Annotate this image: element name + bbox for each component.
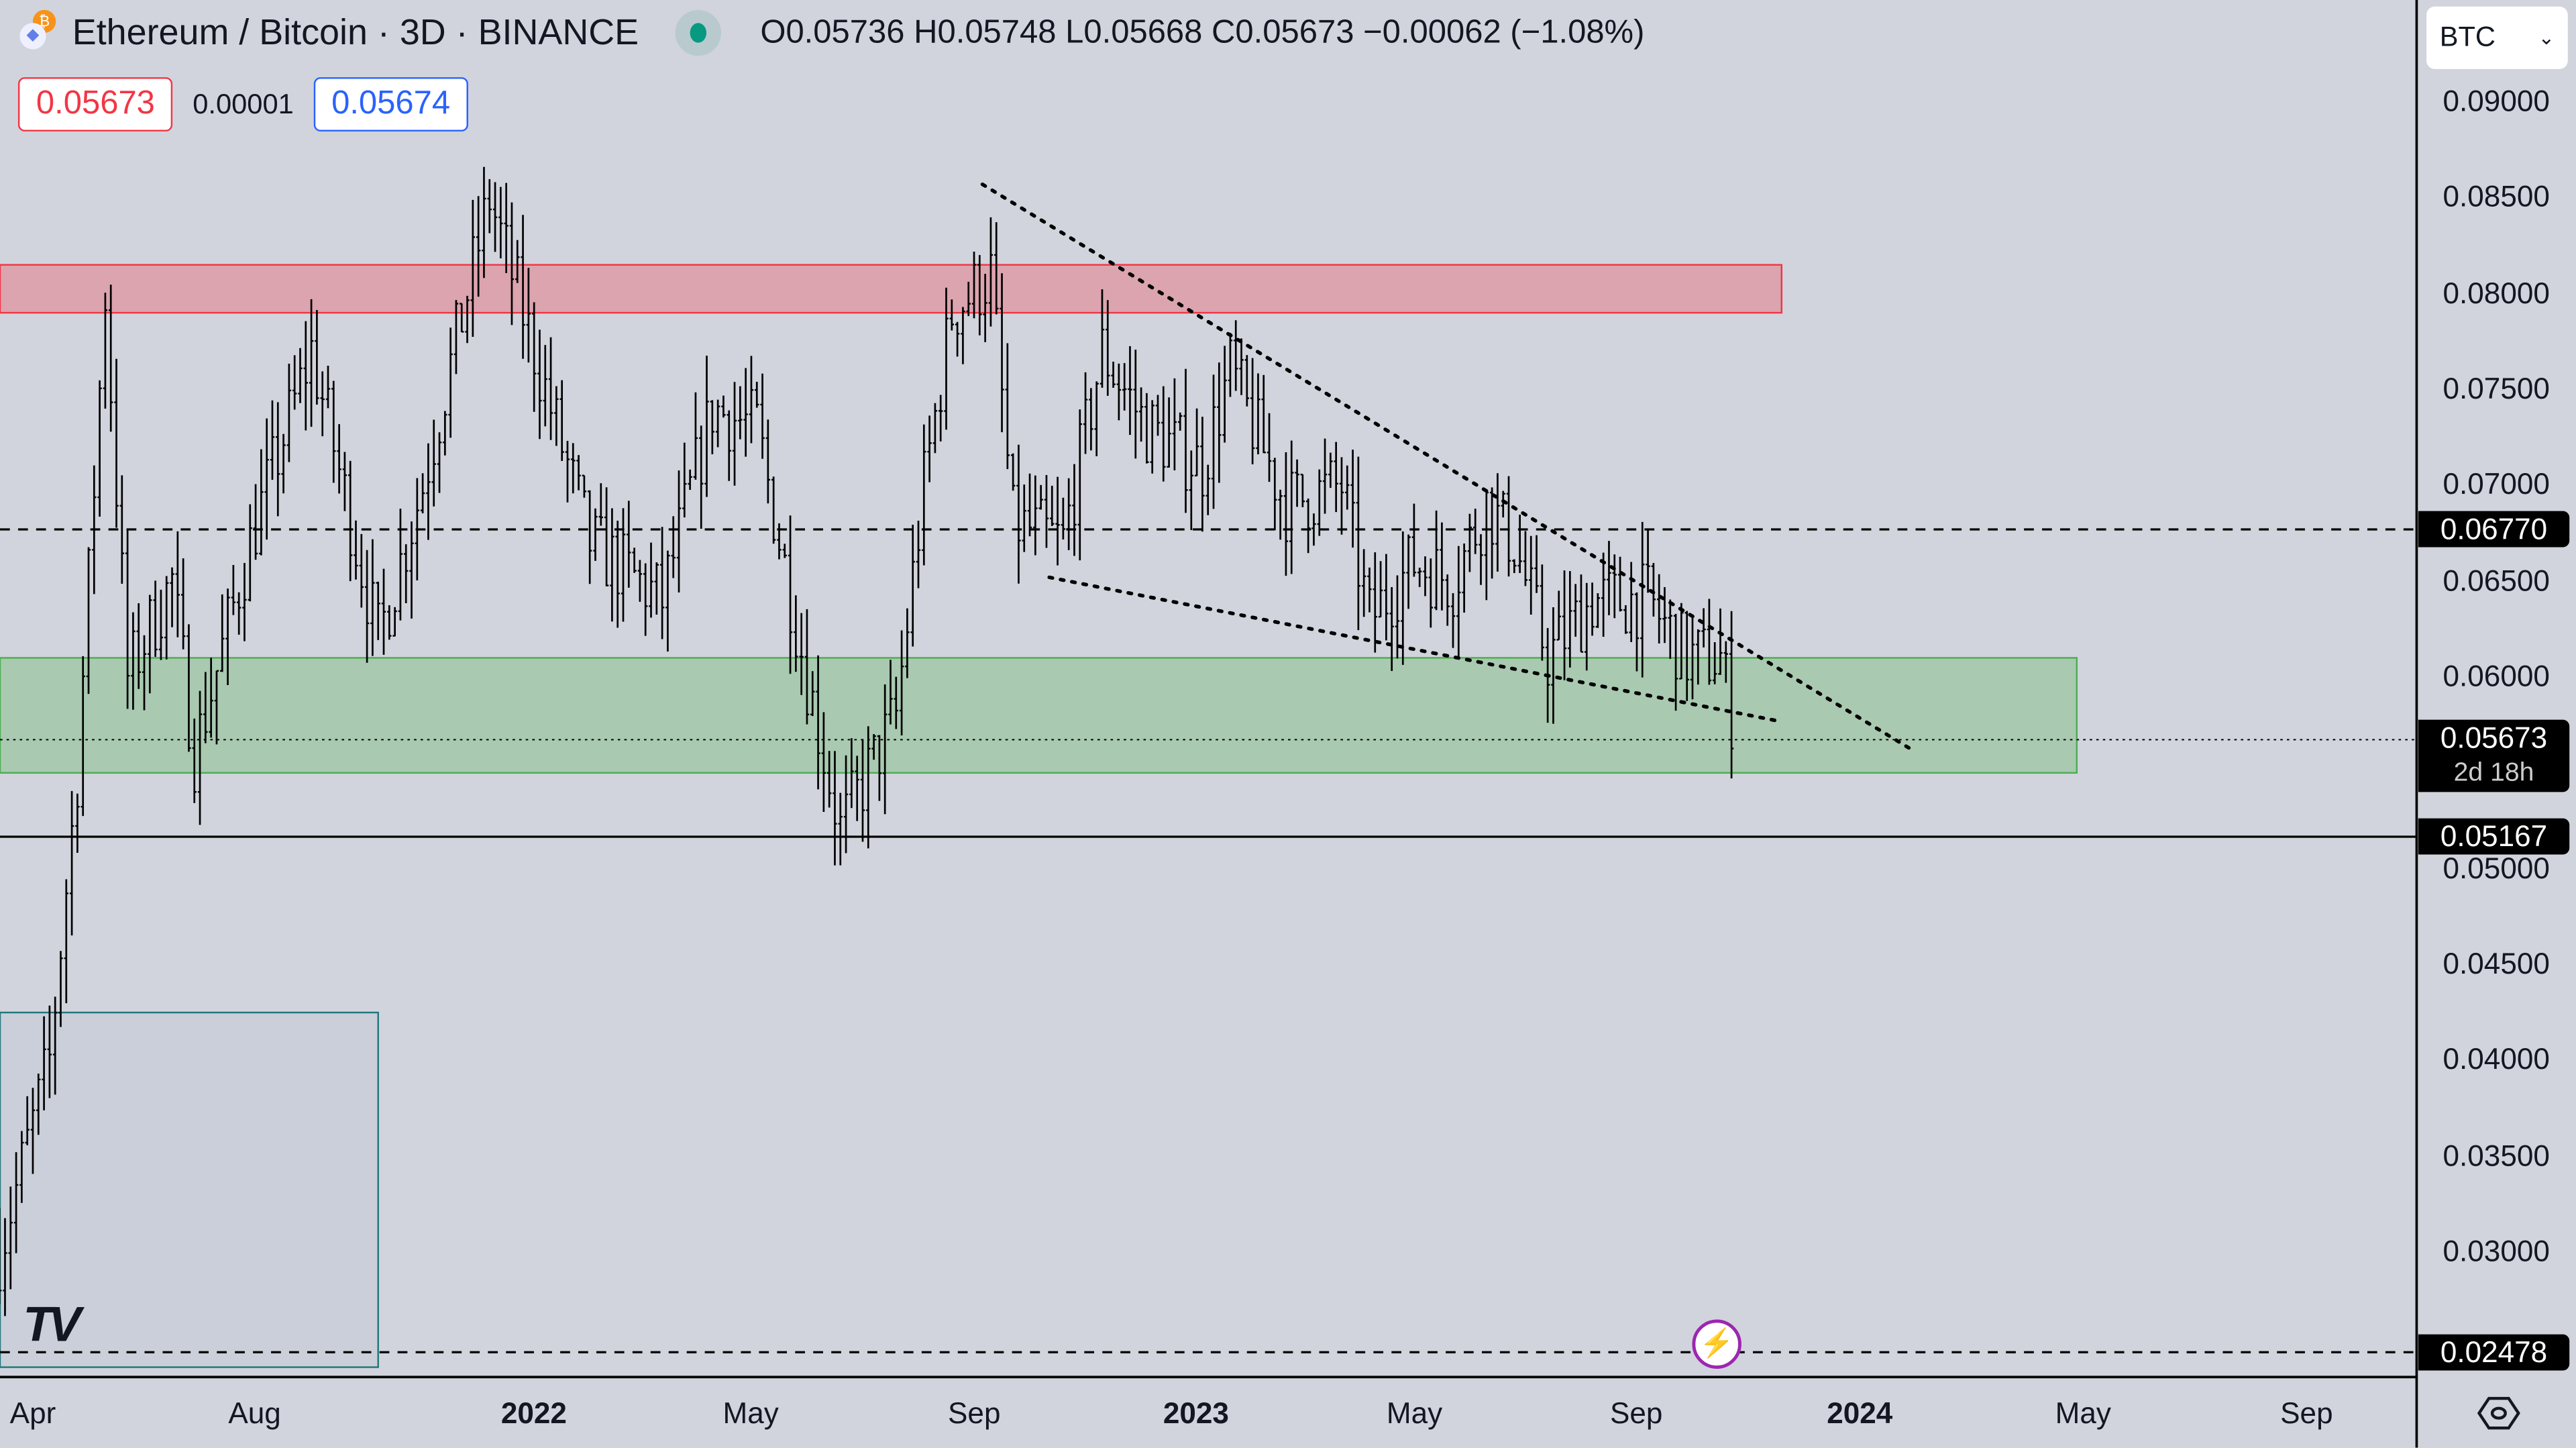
trend-line — [1047, 575, 1781, 723]
bar-countdown: 2d 18h — [2453, 759, 2534, 788]
time-label: Aug — [228, 1396, 281, 1430]
symbol-title[interactable]: Ethereum / Bitcoin · 3D · BINANCE — [72, 11, 639, 53]
price-tag: 0.06770 — [2418, 511, 2570, 548]
support-zone — [0, 657, 2078, 774]
price-label: 0.03500 — [2443, 1139, 2550, 1172]
spread-value: 0.00001 — [193, 88, 294, 119]
time-label: Sep — [2280, 1396, 2333, 1430]
trade-panel: 0.05673 0.00001 0.05674 — [17, 77, 469, 132]
price-label: 0.08000 — [2443, 276, 2550, 309]
price-label: 0.03000 — [2443, 1235, 2550, 1268]
time-label: 2022 — [500, 1396, 567, 1430]
tradingview-logo[interactable]: TV — [23, 1298, 81, 1353]
currency-select[interactable]: BTC ⌄ — [2426, 6, 2568, 69]
price-tag-value: 0.05167 — [2440, 820, 2548, 854]
time-label: May — [2055, 1396, 2111, 1430]
price-tag-value: 0.05673 — [2440, 721, 2548, 755]
time-label: Sep — [1609, 1396, 1663, 1430]
time-label: Apr — [9, 1396, 56, 1430]
resistance-zone — [0, 264, 1783, 314]
ohlc-values: O0.05736 H0.05748 L0.05668 C0.05673 −0.0… — [760, 13, 1645, 50]
time-label: 2024 — [1827, 1396, 1893, 1430]
symbol-header: ₿ ◆ Ethereum / Bitcoin · 3D · BINANCE O0.… — [19, 9, 1645, 56]
price-label: 0.06000 — [2443, 660, 2550, 693]
time-label: 2023 — [1163, 1396, 1229, 1430]
currency-value: BTC — [2439, 21, 2496, 53]
eth-btc-coin-icon: ₿ ◆ — [19, 9, 59, 56]
price-label: 0.06500 — [2443, 564, 2550, 597]
market-status-icon[interactable] — [674, 9, 721, 56]
price-label: 0.08500 — [2443, 180, 2550, 213]
price-tag: 0.05167 — [2418, 819, 2570, 855]
buy-button[interactable]: 0.05674 — [313, 77, 469, 132]
time-label: May — [722, 1396, 779, 1430]
trend-line — [980, 183, 1917, 754]
price-label: 0.04500 — [2443, 947, 2550, 980]
price-label: 0.09000 — [2443, 85, 2550, 118]
price-tag-value: 0.06770 — [2440, 513, 2548, 546]
sell-button[interactable]: 0.05673 — [17, 77, 173, 132]
chevron-down-icon: ⌄ — [2538, 26, 2555, 50]
lightning-icon[interactable]: ⚡ — [1692, 1319, 1741, 1369]
price-tag: 0.02478 — [2418, 1334, 2570, 1371]
price-label: 0.04000 — [2443, 1043, 2550, 1076]
box-zone — [0, 1011, 379, 1368]
price-label: 0.07500 — [2443, 372, 2550, 405]
time-label: Sep — [948, 1396, 1001, 1430]
settings-icon[interactable] — [2477, 1394, 2520, 1433]
price-tag-value: 0.02478 — [2440, 1335, 2548, 1369]
price-label: 0.05000 — [2443, 851, 2550, 884]
price-tag: 0.05673 2d 18h — [2418, 719, 2570, 792]
price-label: 0.07000 — [2443, 468, 2550, 501]
time-label: May — [1386, 1396, 1443, 1430]
